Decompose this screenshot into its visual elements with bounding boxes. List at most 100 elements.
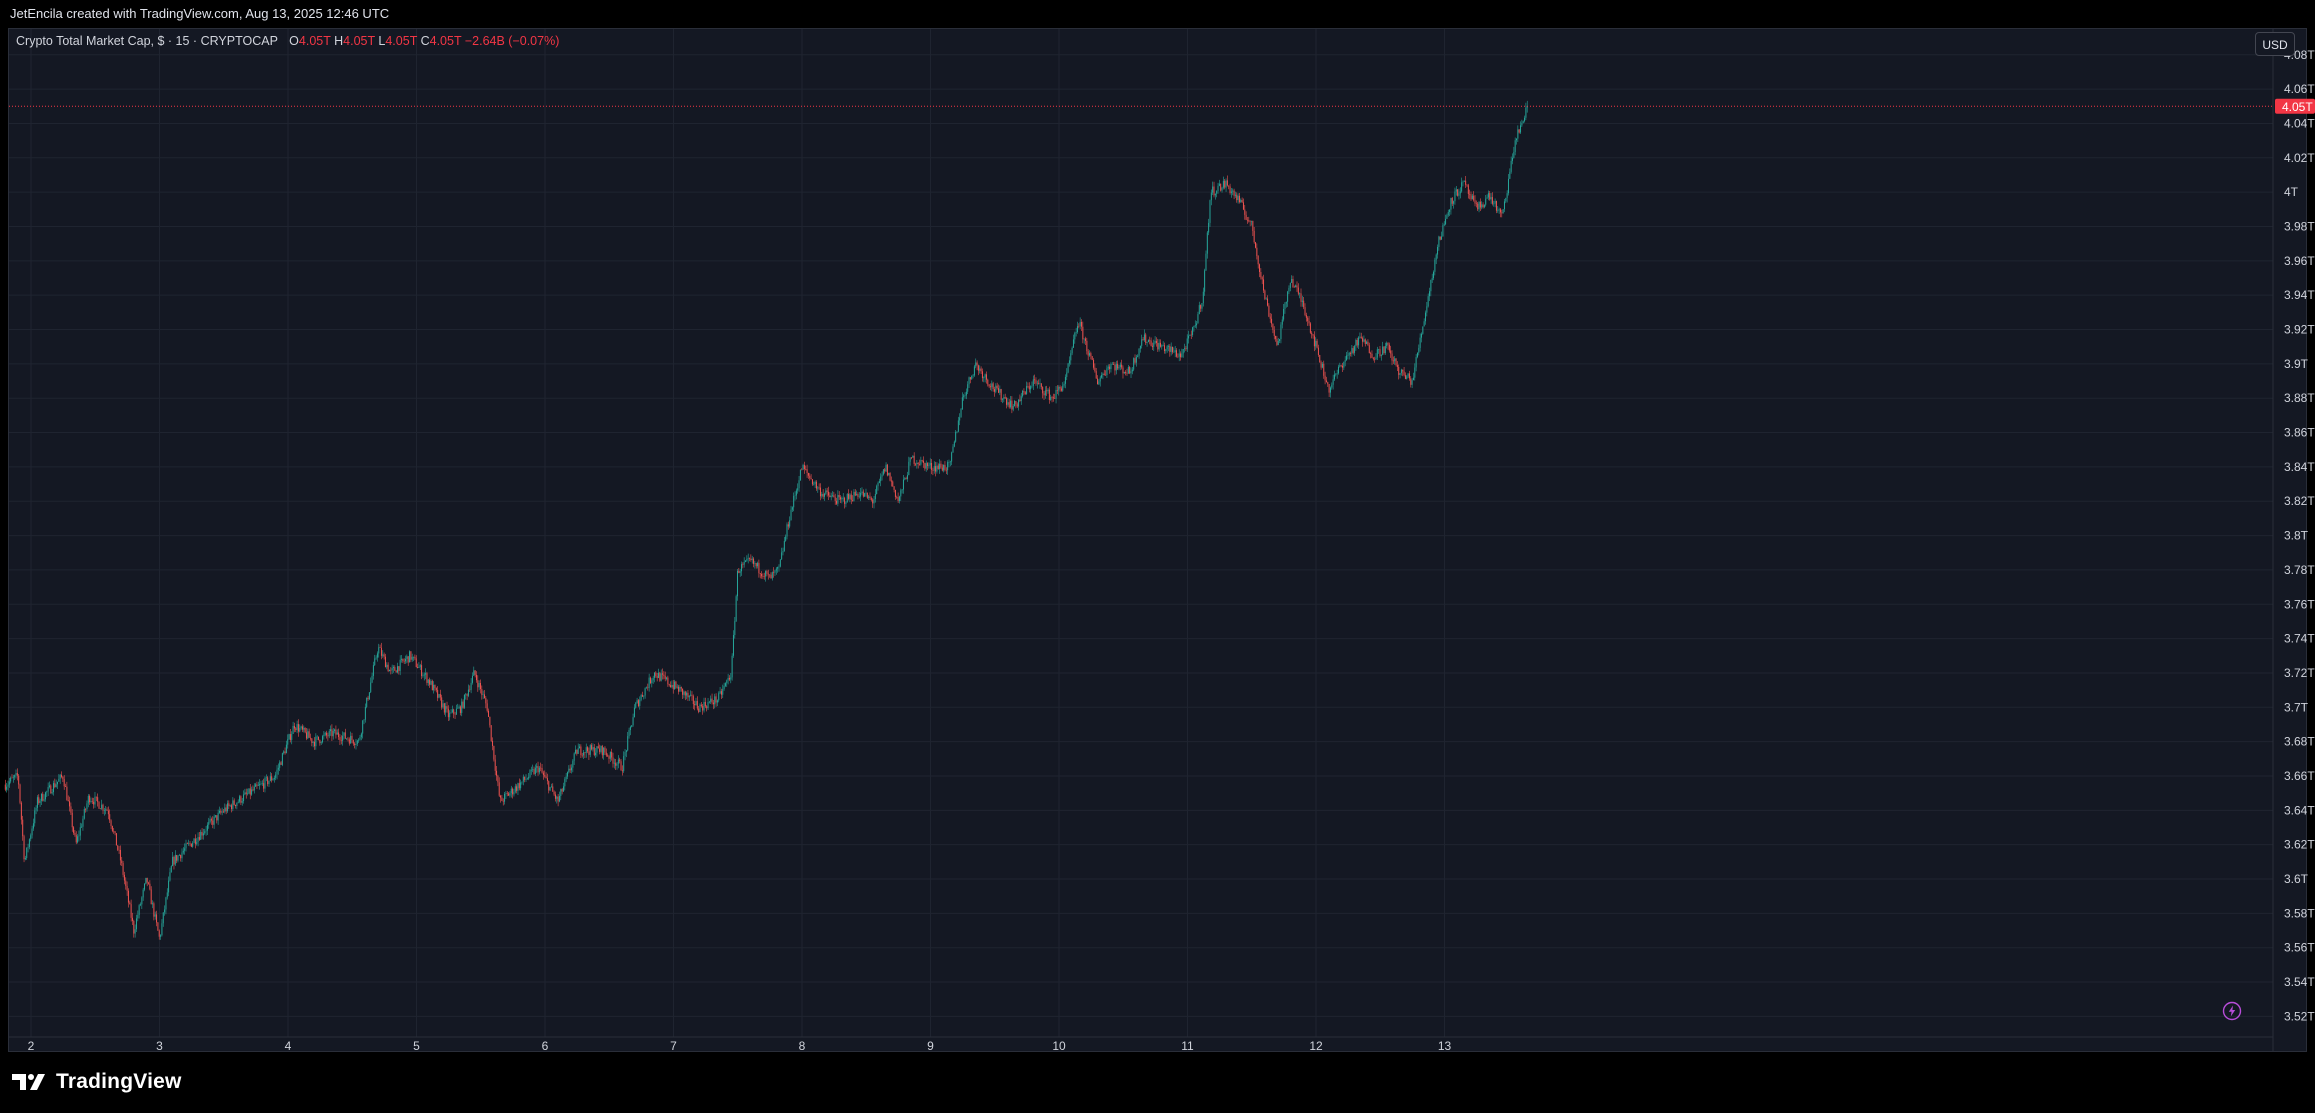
- candle-body: [783, 540, 785, 552]
- candle-body: [1094, 367, 1096, 372]
- candle-body: [316, 736, 318, 738]
- candle-body: [1232, 190, 1234, 192]
- candle: [1082, 321, 1084, 344]
- candle: [1246, 216, 1248, 224]
- candle: [552, 783, 554, 792]
- candle-body: [433, 684, 435, 691]
- candle-body: [462, 701, 464, 708]
- time-axis[interactable]: 2 3 4 5 6 7 8 9 10 11 12 13: [28, 1039, 1452, 1052]
- candle: [579, 743, 581, 749]
- candle-body: [726, 680, 728, 684]
- price-chart[interactable]: 4.08T4.06T4.04T4.02T4T3.98T3.96T3.94T3.9…: [0, 0, 2315, 1052]
- candle-body: [605, 752, 607, 756]
- lightning-bolt-icon[interactable]: [2222, 1001, 2242, 1021]
- candle: [399, 655, 401, 676]
- candle: [1242, 198, 1244, 211]
- candle: [106, 807, 108, 811]
- candle-body: [649, 677, 651, 684]
- candle-body: [1305, 315, 1307, 318]
- candle: [1395, 358, 1397, 367]
- candle: [182, 847, 184, 855]
- candle: [1143, 329, 1145, 342]
- candle: [281, 752, 283, 767]
- candle-body: [1006, 398, 1008, 405]
- candle: [240, 795, 242, 806]
- candle-body: [1101, 375, 1103, 378]
- candle-body: [629, 727, 631, 731]
- candle: [1291, 275, 1293, 284]
- candle: [451, 705, 453, 714]
- candle-body: [225, 807, 227, 812]
- candle: [809, 473, 811, 481]
- candle-body: [16, 773, 18, 776]
- candle: [781, 547, 783, 560]
- candle-body: [1399, 373, 1401, 375]
- symbol-title: Crypto Total Market Cap, $ · 15 · CRYPTO…: [16, 34, 278, 48]
- candle-body: [1051, 396, 1053, 398]
- candle-body: [1188, 335, 1190, 339]
- candle: [478, 680, 480, 691]
- candle: [823, 492, 825, 501]
- tradingview-brand[interactable]: TradingView: [12, 1070, 182, 1094]
- candle: [1505, 197, 1507, 204]
- candle-body: [394, 667, 396, 671]
- candle-body: [597, 746, 599, 749]
- candle: [79, 822, 81, 841]
- candle: [293, 722, 295, 733]
- candle: [1368, 342, 1370, 354]
- candle-body: [347, 738, 349, 740]
- candle-body: [248, 788, 250, 794]
- candle: [11, 774, 13, 779]
- candle-body: [1283, 308, 1285, 320]
- currency-button[interactable]: USD: [2255, 32, 2295, 56]
- candle-body: [300, 726, 302, 729]
- last-price-tag: 4.05T: [2275, 98, 2315, 114]
- candle-body: [1257, 255, 1259, 265]
- candle-body: [131, 917, 133, 921]
- candle: [267, 776, 269, 787]
- candle: [963, 393, 965, 401]
- candle: [176, 854, 178, 864]
- candle: [123, 871, 125, 885]
- candle-body: [1513, 151, 1515, 158]
- candle-body: [188, 843, 190, 844]
- candle: [616, 761, 618, 770]
- candle: [1078, 323, 1080, 329]
- y-tick-label: 3.62T: [2284, 838, 2315, 852]
- candle: [888, 472, 890, 476]
- candle: [417, 663, 419, 669]
- candle: [663, 671, 665, 680]
- candle-body: [399, 659, 401, 671]
- candle-body: [1095, 371, 1097, 379]
- candle: [231, 803, 233, 813]
- candle: [213, 814, 215, 829]
- candle-body: [953, 441, 955, 447]
- candle-body: [890, 480, 892, 482]
- chart-frame[interactable]: [8, 28, 2307, 1052]
- candle-body: [1382, 346, 1384, 355]
- candle-body: [348, 739, 350, 744]
- y-tick-label: 3.8T: [2284, 529, 2309, 543]
- candle-body: [577, 748, 579, 754]
- candle: [7, 780, 9, 791]
- candle: [198, 831, 200, 841]
- candle-body: [59, 774, 61, 779]
- candle-body: [877, 482, 879, 487]
- candle-body: [917, 462, 919, 465]
- candle-body: [1368, 345, 1370, 354]
- candle-body: [23, 836, 25, 860]
- candle: [565, 772, 567, 783]
- candle: [971, 375, 973, 380]
- candle: [546, 773, 548, 785]
- price-axis[interactable]: 4.08T4.06T4.04T4.02T4T3.98T3.96T3.94T3.9…: [2284, 48, 2315, 1024]
- candle: [605, 748, 607, 757]
- candle: [882, 469, 884, 476]
- candle-body: [698, 708, 700, 712]
- candle-body: [544, 775, 546, 777]
- candle: [1114, 362, 1116, 376]
- candle-body: [269, 776, 271, 781]
- candle: [61, 771, 63, 779]
- candle-body: [687, 692, 689, 698]
- symbol-legend[interactable]: Crypto Total Market Cap, $ · 15 · CRYPTO…: [16, 34, 559, 48]
- candle-body: [902, 479, 904, 490]
